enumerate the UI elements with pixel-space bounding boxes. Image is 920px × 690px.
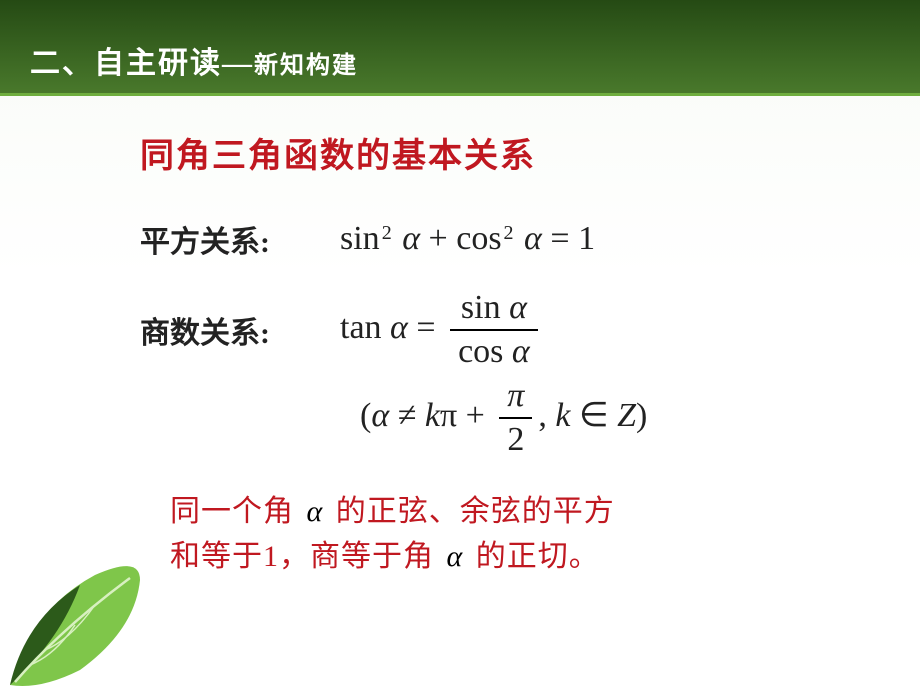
header-underline [0, 93, 920, 96]
condition-row: (α ≠ kπ + π 2 , k ∈ Z) [360, 377, 860, 459]
summary-text: 同一个角 α 的正弦、余弦的平方 和等于1，商等于角 α 的正切。 [170, 489, 860, 579]
header-main: 二、自主研读— [30, 47, 254, 80]
quotient-relation-label: 商数关系: [140, 308, 340, 352]
alpha-symbol-1: α [303, 495, 328, 528]
summary-line1b: 的正弦、余弦的平方 [327, 495, 615, 528]
condition-fraction: π 2 [499, 377, 532, 459]
quotient-denominator: cos α [450, 331, 538, 371]
leaf-icon [0, 550, 150, 690]
section-title: 同角三角函数的基本关系 [140, 128, 860, 177]
alpha-symbol-2: α [443, 540, 468, 573]
square-relation-formula: sin2 α + cos2 α = 1 [340, 220, 595, 258]
square-relation-label: 平方关系: [140, 217, 340, 261]
quotient-fraction: sin α cos α [450, 289, 538, 371]
quotient-relation-formula: tan α = sin α cos α [340, 289, 544, 371]
header-band: 二、自主研读—新知构建 [0, 0, 920, 96]
condition-numerator: π [499, 377, 532, 419]
condition-close: , k ∈ Z) [538, 397, 647, 434]
quotient-relation-row: 商数关系: tan α = sin α cos α [140, 289, 860, 371]
summary-line2b: 的正切。 [467, 540, 600, 573]
square-relation-row: 平方关系: sin2 α + cos2 α = 1 [140, 217, 860, 261]
summary-line1a: 同一个角 [170, 495, 303, 528]
condition-denominator: 2 [499, 419, 532, 459]
header-sub: 新知构建 [254, 53, 358, 79]
content: 同角三角函数的基本关系 平方关系: sin2 α + cos2 α = 1 商数… [0, 110, 920, 579]
condition-open: (α ≠ kπ + [360, 397, 493, 434]
summary-line2a: 和等于1，商等于角 [170, 540, 443, 573]
quotient-numerator: sin α [450, 289, 538, 331]
quotient-lhs: tan α = [340, 309, 436, 346]
slide: 二、自主研读—新知构建 同角三角函数的基本关系 平方关系: sin2 α + c… [0, 0, 920, 690]
